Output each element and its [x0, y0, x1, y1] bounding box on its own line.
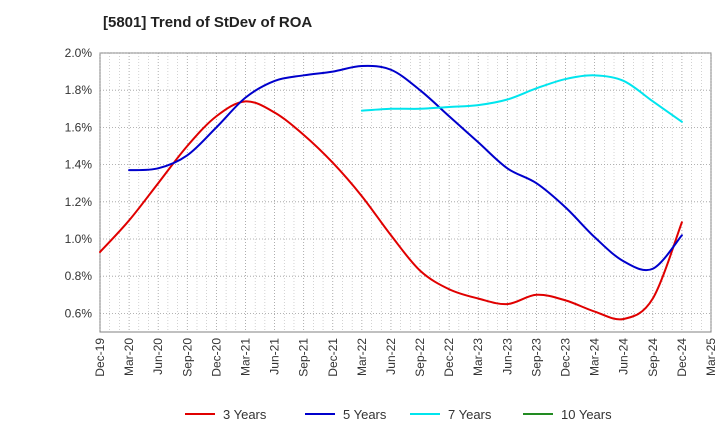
x-tick-label: Dec-19	[93, 338, 107, 377]
y-tick-label: 1.2%	[65, 195, 93, 209]
x-tick-label: Dec-21	[326, 338, 340, 377]
y-tick-label: 0.6%	[65, 306, 93, 320]
x-tick-label: Sep-23	[529, 338, 543, 377]
x-tick-label: Dec-23	[559, 338, 573, 377]
series-line-3-years	[99, 100, 683, 321]
axis-layer: 0.6% 0.8% 1.0% 1.2% 1.4% 1.6% 1.8% 2.0% Dec-19 Ma…	[65, 46, 718, 377]
legend-label: 7 Years	[448, 407, 492, 422]
series-layer	[99, 64, 683, 321]
series-line-5-years	[128, 64, 683, 272]
legend-label: 5 Years	[343, 407, 387, 422]
x-tick-label: Jun-21	[268, 338, 282, 375]
x-tick-label: Mar-24	[588, 338, 602, 376]
series-line-7-years	[360, 74, 683, 123]
y-tick-label: 1.6%	[65, 120, 93, 134]
legend: 3 Years 5 Years 7 Years 10 Years	[185, 407, 612, 422]
x-tick-label: Dec-22	[442, 338, 456, 377]
legend-label: 10 Years	[561, 407, 612, 422]
x-tick-label: Jun-24	[617, 338, 631, 375]
chart-title: [5801] Trend of StDev of ROA	[103, 14, 313, 31]
plot-frame	[99, 52, 712, 333]
x-tick-label: Sep-21	[297, 338, 311, 377]
y-tick-label: 2.0%	[65, 46, 93, 60]
x-tick-label: Sep-24	[646, 338, 660, 377]
x-tick-label: Sep-20	[180, 338, 194, 377]
x-tick-label: Dec-24	[675, 338, 689, 377]
x-tick-label: Sep-22	[413, 338, 427, 377]
x-tick-label: Mar-20	[122, 338, 136, 376]
x-tick-label: Mar-21	[238, 338, 252, 376]
x-tick-label: Mar-22	[355, 338, 369, 376]
y-tick-label: 1.0%	[65, 232, 93, 246]
x-tick-label: Mar-25	[704, 338, 718, 376]
y-tick-label: 0.8%	[65, 269, 93, 283]
legend-label: 3 Years	[223, 407, 267, 422]
x-tick-label: Jun-22	[384, 338, 398, 375]
y-tick-label: 1.8%	[65, 83, 93, 97]
y-tick-label: 1.4%	[65, 158, 93, 172]
x-tick-label: Jun-20	[151, 338, 165, 375]
x-tick-label: Jun-23	[500, 338, 514, 375]
x-tick-label: Dec-20	[209, 338, 223, 377]
x-tick-label: Mar-23	[471, 338, 485, 376]
